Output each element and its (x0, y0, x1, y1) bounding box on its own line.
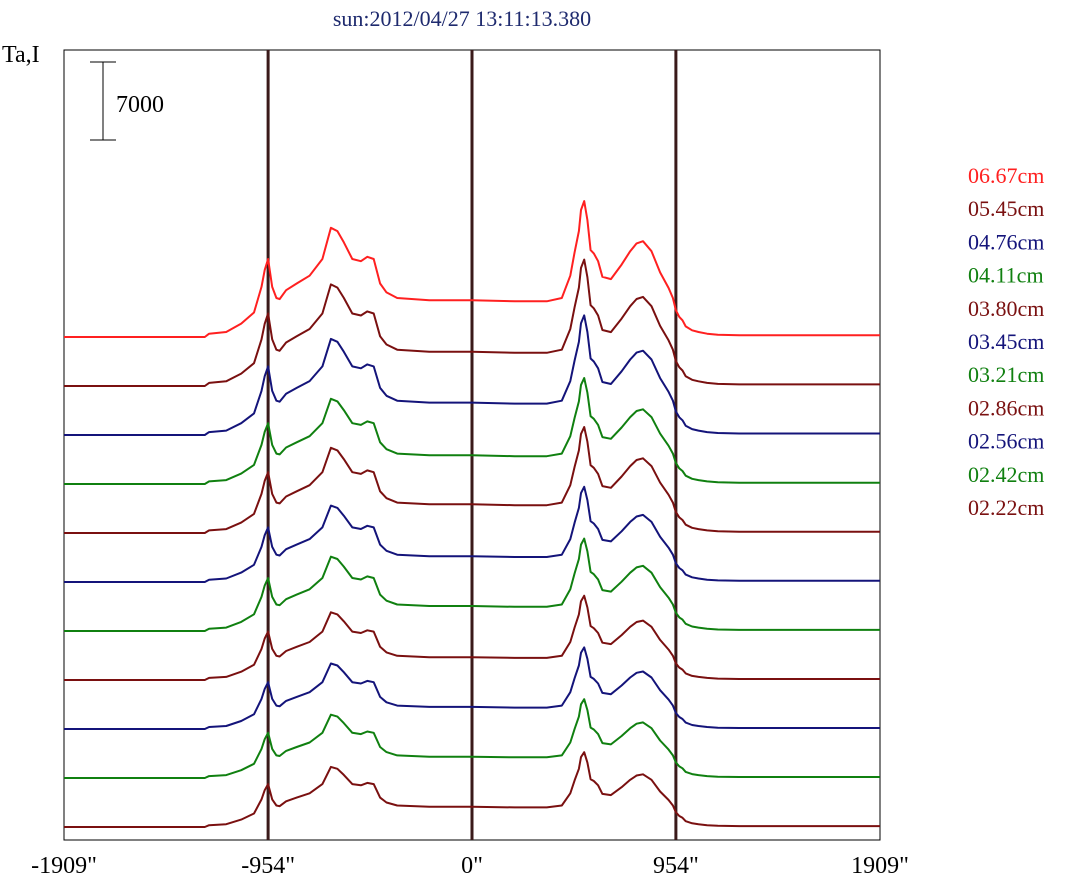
x-tick-label-3: 954" (653, 853, 699, 879)
series-line-06.67cm (64, 200, 880, 338)
series-line-05.45cm (64, 258, 880, 387)
x-tick-label-1: -954" (241, 853, 295, 879)
series-line-03.80cm (64, 426, 880, 534)
legend-entry-06.67cm: 06.67cm (968, 163, 1044, 188)
scale-bar: 7000 (90, 61, 164, 141)
legend-entry-03.45cm: 03.45cm (968, 329, 1044, 354)
series-line-02.56cm (64, 646, 880, 730)
legend-entry-02.22cm: 02.22cm (968, 495, 1044, 520)
series-line-04.76cm (64, 314, 880, 436)
x-tick-label-4: 1909" (851, 853, 909, 879)
vertical-reference-lines (266, 50, 678, 840)
legend: 06.67cm 05.45cm 04.76cm 04.11cm 03.80cm 03.45… (968, 163, 1044, 520)
chart-title: sun:2012/04/27 13:11:13.380 (333, 6, 591, 31)
series-line-03.21cm (64, 537, 880, 632)
legend-entry-02.42cm: 02.42cm (968, 462, 1044, 487)
legend-entry-02.56cm: 02.56cm (968, 429, 1044, 454)
x-tick-label-2: 0" (461, 853, 483, 879)
x-tick-labels: -1909" -954" 0" 954" 1909" (31, 853, 909, 879)
legend-entry-02.86cm: 02.86cm (968, 395, 1044, 420)
scale-bar-label: 7000 (116, 92, 164, 118)
x-tick-label-0: -1909" (31, 853, 97, 879)
legend-entry-05.45cm: 05.45cm (968, 196, 1044, 221)
series-line-02.42cm (64, 698, 880, 779)
series-line-03.45cm (64, 485, 880, 583)
series-group (64, 200, 880, 828)
legend-entry-04.76cm: 04.76cm (968, 229, 1044, 254)
y-axis-label: Ta,I (2, 42, 40, 68)
legend-entry-03.80cm: 03.80cm (968, 296, 1044, 321)
legend-entry-03.21cm: 03.21cm (968, 362, 1044, 387)
series-line-04.11cm (64, 377, 880, 485)
series-line-02.86cm (64, 594, 880, 681)
series-line-02.22cm (64, 751, 880, 828)
legend-entry-04.11cm: 04.11cm (968, 263, 1044, 288)
